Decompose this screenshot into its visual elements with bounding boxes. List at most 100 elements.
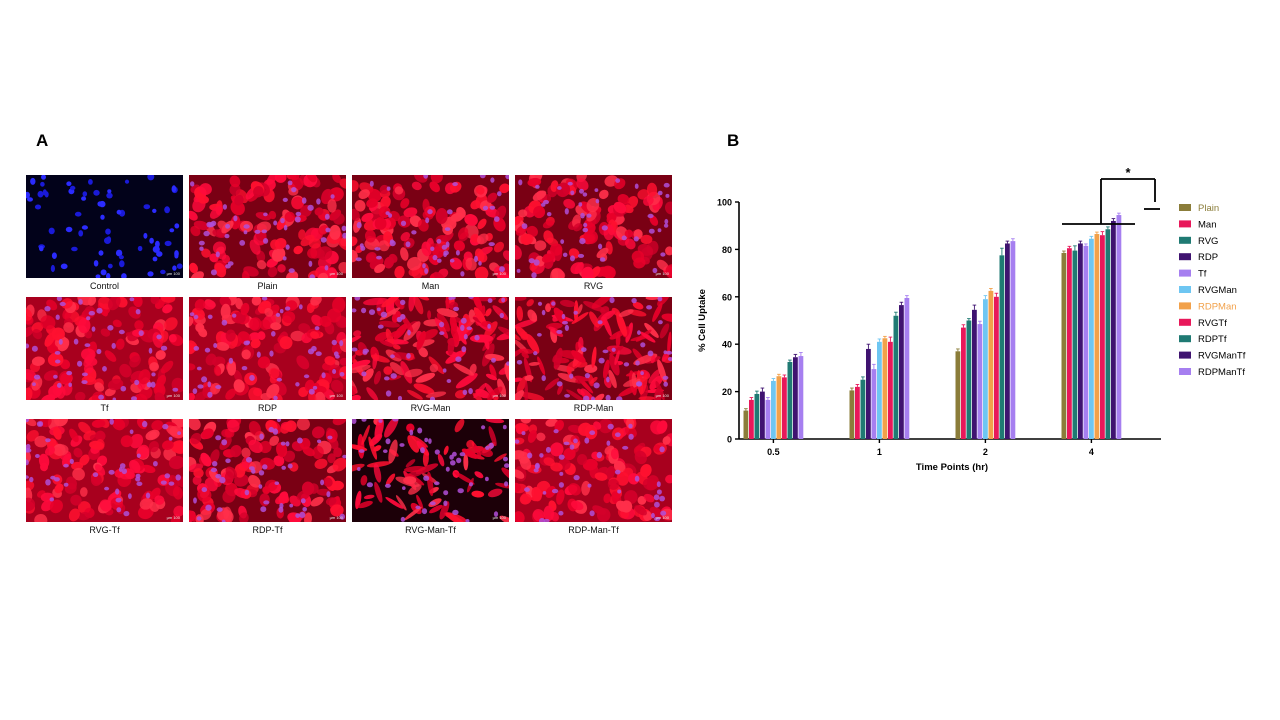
micrograph-control: µm 100 Control [26,175,183,297]
micrograph-image: µm 100 [26,419,183,522]
micrograph-image: µm 100 [26,175,183,278]
micrograph-rvg: µm 100 RVG [515,175,672,297]
scale-bar-label: µm 100 [655,515,669,520]
x-tick-label: 0.5 [767,447,780,457]
micrograph-label: RVG-Tf [89,525,120,535]
y-tick-label: 80 [722,245,732,255]
legend-swatch-rvgman [1179,286,1191,293]
bar-rdptf [893,315,899,439]
bar-rvg [1072,250,1078,439]
micrograph-tf: µm 100 Tf [26,297,183,419]
bar-rdpman [1094,233,1100,439]
chart-svg: 0 20 40 60 80 100 % Cell Uptake 0.5 1 2 4 Time Poin… [697,165,1246,473]
x-tick-label: 2 [983,447,988,457]
micrograph-image: µm 100 [515,175,672,278]
micrograph-rdp-man-tf: µm 100 RDP-Man-Tf [515,419,672,541]
bar-tf [1083,245,1089,439]
micrograph-label: RDP-Man-Tf [568,525,619,535]
legend-swatch-rdptf [1179,335,1191,343]
bar-man [749,399,754,439]
bar-plain [955,351,961,439]
legend-label-tf: Tf [1198,269,1207,280]
bar-rvgtf [994,296,999,439]
micrograph-label: Control [89,281,119,291]
scale-bar-label: µm 100 [492,393,506,398]
micrograph-image: µm 100 [352,297,509,400]
legend-swatch-rdpmantf [1179,368,1191,375]
legend-label-rdpmantf: RDPManTf [1198,367,1245,378]
micrograph-label: Tf [100,403,109,413]
legend-swatch-man [1179,220,1191,228]
micrograph-image: µm 100 [515,297,672,400]
micrograph-label: RDP [257,403,277,413]
scale-bar-label: µm 100 [166,393,180,398]
legend-label-rdpman: RDPMan [1198,301,1237,312]
bar-rdpman [882,338,888,439]
x-tick-label: 4 [1089,447,1094,457]
bar-rdpmantf [798,356,804,439]
micrograph-rvg-tf: µm 100 RVG-Tf [26,419,183,541]
uptake-bar-chart: 0 20 40 60 80 100 % Cell Uptake 0.5 1 2 4 Time Poin… [690,160,1250,480]
legend-label-rvgtf: RVGTf [1198,318,1227,329]
micrograph-image: µm 100 [515,419,672,522]
micrograph-rvg-man: µm 100 RVG-Man [352,297,509,419]
scale-bar-label: µm 100 [329,271,343,276]
micrograph-image: µm 100 [189,419,346,522]
bar-rvgtf [782,377,787,439]
bar-rvgmantf [793,357,798,439]
bar-tf [871,369,877,439]
bar-rdptf [1105,229,1111,439]
bar-rvgman [877,341,882,439]
scale-bar-label: µm 100 [492,271,506,276]
legend-swatch-rvg [1179,236,1191,244]
legend-label-plain: Plain [1198,203,1219,214]
bar-rdpmantf [1010,241,1016,439]
micrograph-label: RDP-Tf [252,525,283,535]
bar-plain [1061,252,1067,439]
scale-bar-label: µm 100 [166,515,180,520]
bar-rdp [760,391,765,439]
bar-rvgmantf [1005,243,1010,439]
panel-label-a: A [36,131,49,150]
y-tick-label: 60 [722,292,732,302]
micrograph-image: µm 100 [352,419,509,522]
bar-rdpman [776,376,782,439]
micrograph-rvg-man-tf: µm 100 RVG-Man-Tf [352,419,509,541]
legend-label-rvgman: RVGMan [1198,285,1237,296]
scale-bar-label: µm 100 [329,515,343,520]
scale-bar-label: µm 100 [329,393,343,398]
bar-tf [765,399,771,439]
x-tick-label: 1 [877,447,882,457]
bar-rdp [972,309,977,439]
panel-label-b: B [727,131,740,150]
micrograph-label: RDP-Man [573,403,614,413]
bar-rdp [866,348,871,439]
scale-bar-label: µm 100 [655,393,669,398]
micrograph-label: RVG-Man [410,403,451,413]
significance-star: * [1125,165,1131,180]
bar-rvgtf [888,341,893,439]
micrograph-image: µm 100 [26,297,183,400]
legend-swatch-plain [1179,204,1191,211]
bar-rvgtf [1100,235,1105,439]
micrograph-grid: µm 100 Control µm 100 Plain µm 100 Man µm 100 R… [26,175,674,545]
legend-swatch-rdp [1179,253,1191,261]
micrograph-image: µm 100 [189,297,346,400]
micrograph-label: Man [421,281,440,291]
micrograph-plain: µm 100 Plain [189,175,346,297]
bar-rdpmantf [1116,215,1122,439]
legend-swatch-rvgmantf [1179,351,1191,359]
scale-bar-label: µm 100 [166,271,180,276]
bar-rvgman [983,299,988,439]
bar-man [961,327,966,439]
legend-label-rdptf: RDPTf [1198,334,1227,345]
bar-rdptf [999,255,1005,439]
bar-rvgmantf [899,305,904,439]
legend-label-rdp: RDP [1198,252,1218,263]
legend-label-rvg: RVG [1198,236,1218,247]
legend-label-man: Man [1198,219,1216,230]
micrograph-rdp-man: µm 100 RDP-Man [515,297,672,419]
y-axis-label: % Cell Uptake [697,289,708,352]
bar-man [1067,248,1072,439]
bar-rdp [1078,243,1083,439]
